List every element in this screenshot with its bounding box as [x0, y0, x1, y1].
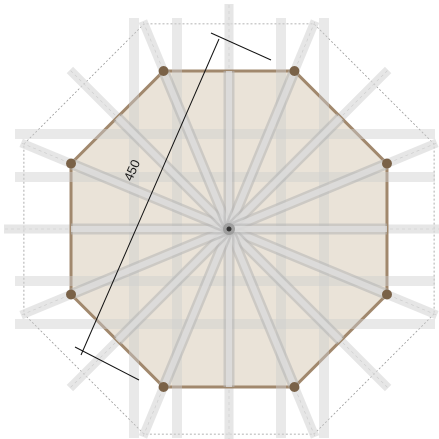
radial-beams: [68, 68, 390, 390]
radial-beam-core: [227, 226, 389, 298]
radial-beam-core: [69, 226, 231, 298]
post-node-icon: [158, 381, 169, 392]
outer-beam: [66, 335, 123, 392]
radial-beam-core: [160, 69, 232, 231]
outer-beam: [335, 66, 392, 123]
radial-beam-core: [226, 226, 343, 343]
radial-beam-core: [226, 69, 298, 231]
post-node-icon: [381, 289, 392, 300]
dimension-tick-bottom: [74, 346, 140, 381]
radial-beam-core: [226, 115, 343, 232]
radial-beam-core: [160, 227, 232, 389]
radial-beam-core: [115, 226, 232, 343]
radial-beam-core: [115, 115, 232, 232]
post-node-icon: [66, 289, 77, 300]
corner-posts: [66, 66, 392, 392]
radial-beam-core: [227, 160, 389, 232]
radial-beam-core: [226, 227, 298, 389]
dimension-line: [80, 38, 220, 356]
outer-beam: [335, 335, 392, 392]
post-node-icon: [289, 66, 300, 77]
hub-star-icon: [223, 223, 235, 235]
dimension-tick-top: [210, 32, 272, 61]
post-node-icon: [158, 66, 169, 77]
outer-dashed-octagon: [23, 23, 435, 435]
post-node-icon: [66, 158, 77, 169]
post-node-icon: [289, 381, 300, 392]
hub-core: [226, 226, 232, 232]
outer-beam: [66, 66, 123, 123]
post-node-icon: [381, 158, 392, 169]
